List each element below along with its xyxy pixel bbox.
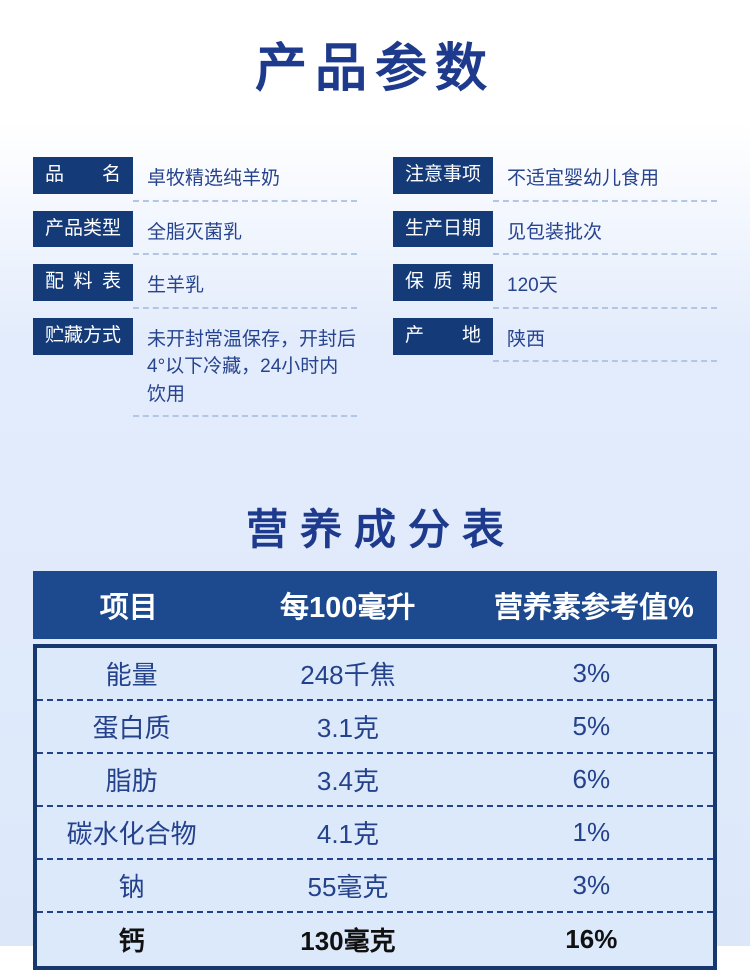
info-value: 卓牧精选纯羊奶 [133, 157, 357, 202]
cell-nrv: 1% [572, 817, 611, 848]
cell-item: 能量 [105, 660, 158, 691]
info-row-ingredients: 配料表 生羊乳 [33, 264, 357, 309]
info-row-precautions: 注意事项 不适宜婴幼儿食用 [393, 157, 717, 202]
header-cell-nrv: 营养素参考值% [493, 592, 694, 625]
table-row-energy: 能量 248千焦 3% [37, 648, 713, 702]
nutrition-table-body: 能量 248千焦 3% 蛋白质 3.1克 5% 脂肪 3.4克 6% 碳水化合物… [33, 644, 717, 970]
cell-item: 蛋白质 [92, 713, 171, 744]
cell-item: 钙 [118, 926, 145, 957]
cell-nrv: 6% [572, 764, 611, 795]
cell-nrv: 3% [572, 870, 611, 901]
info-label: 配料表 [33, 264, 133, 301]
info-row-product-type: 产品类型 全脂灭菌乳 [33, 210, 357, 256]
cell-item: 碳水化合物 [66, 819, 197, 850]
cell-per100ml: 55毫克 [307, 872, 389, 903]
info-value: 未开封常温保存，开封后4°以下冷藏，24小时内饮用 [133, 318, 357, 418]
cell-nrv: 16% [565, 924, 618, 955]
info-value: 全脂灭菌乳 [133, 211, 357, 256]
info-row-shelf-life: 保质期 120天 [393, 264, 717, 309]
info-row-production-date: 生产日期 见包装批次 [393, 210, 717, 256]
info-column-right: 注意事项 不适宜婴幼儿食用 生产日期 见包装批次 保质期 120天 产地 陕西 [393, 157, 717, 426]
table-row-fat: 脂肪 3.4克 6% [37, 754, 713, 808]
info-value: 生羊乳 [133, 264, 357, 309]
info-column-left: 品名 卓牧精选纯羊奶 产品类型 全脂灭菌乳 配料表 生羊乳 贮藏方式 未开封常温… [33, 157, 357, 426]
cell-per100ml: 4.1克 [316, 819, 380, 850]
table-row-protein: 蛋白质 3.1克 5% [37, 701, 713, 755]
info-row-product-name: 品名 卓牧精选纯羊奶 [33, 157, 357, 202]
cell-nrv: 5% [572, 711, 611, 742]
cell-item: 钠 [118, 872, 145, 903]
nutrition-table-header: 项目 每100毫升 营养素参考值% [33, 571, 717, 640]
info-row-storage: 贮藏方式 未开封常温保存，开封后4°以下冷藏，24小时内饮用 [33, 317, 357, 418]
cell-per100ml: 248千焦 [300, 660, 396, 691]
info-label: 生产日期 [393, 210, 493, 248]
nutrition-table: 项目 每100毫升 营养素参考值% 能量 248千焦 3% 蛋白质 3.1克 5… [33, 571, 717, 970]
info-label: 保质期 [393, 264, 493, 301]
table-row-carbohydrate: 碳水化合物 4.1克 1% [37, 807, 713, 861]
info-row-origin: 产地 陕西 [393, 317, 717, 363]
cell-nrv: 3% [572, 658, 611, 689]
table-row-calcium: 钙 130毫克 16% [37, 913, 713, 966]
info-label: 贮藏方式 [33, 317, 133, 355]
header-cell-per100ml: 每100毫升 [279, 592, 416, 625]
product-info-section: 品名 卓牧精选纯羊奶 产品类型 全脂灭菌乳 配料表 生羊乳 贮藏方式 未开封常温… [33, 157, 717, 426]
info-value: 120天 [493, 264, 717, 309]
info-value: 不适宜婴幼儿食用 [493, 157, 717, 202]
info-label: 产地 [393, 317, 493, 355]
table-row-sodium: 钠 55毫克 3% [37, 860, 713, 914]
header-cell-item: 项目 [99, 592, 158, 625]
info-value: 见包装批次 [493, 211, 717, 256]
nutrition-table-title: 营养成分表 [245, 506, 516, 554]
info-label: 注意事项 [393, 157, 493, 194]
cell-per100ml: 3.1克 [316, 713, 380, 744]
page-title: 产品参数 [254, 40, 495, 98]
cell-per100ml: 3.4克 [316, 766, 380, 797]
info-label: 品名 [33, 157, 133, 194]
info-value: 陕西 [493, 318, 717, 363]
cell-per100ml: 130毫克 [300, 926, 396, 957]
info-label: 产品类型 [33, 210, 133, 248]
cell-item: 脂肪 [105, 766, 158, 797]
